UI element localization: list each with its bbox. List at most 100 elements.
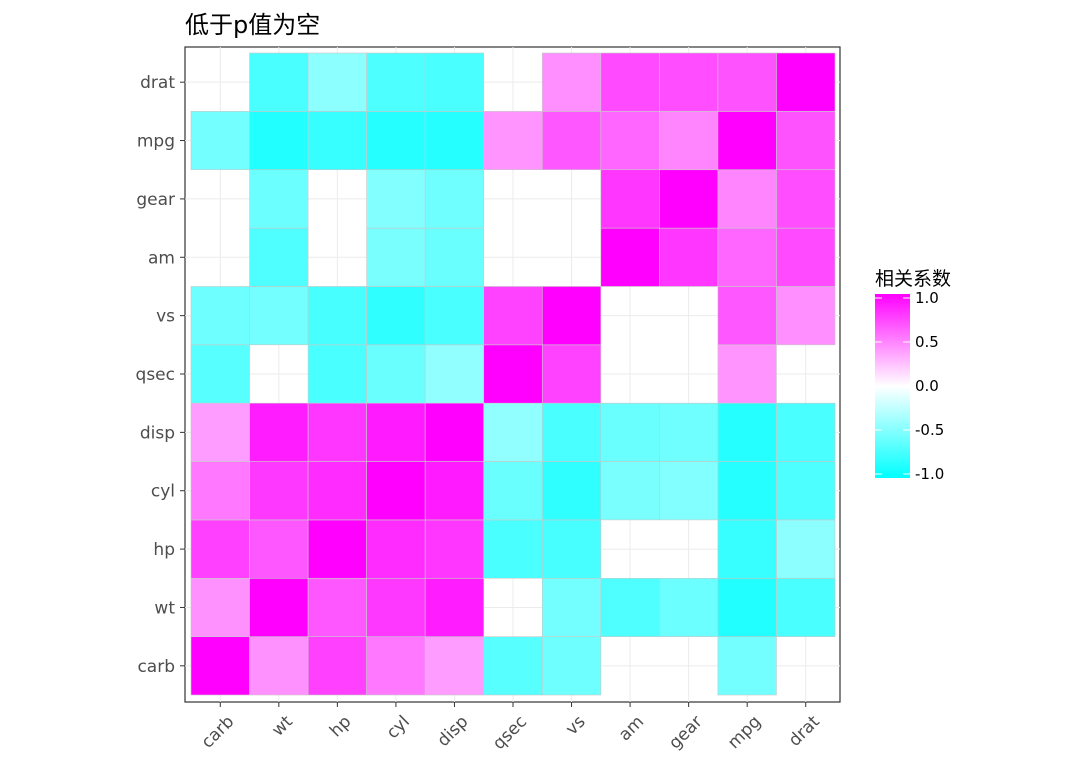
x-tick-label: wt <box>268 712 297 741</box>
heat-cell <box>541 344 602 404</box>
heat-cell <box>249 52 309 112</box>
legend-tick-label: -1.0 <box>915 465 944 483</box>
legend-tick-label: 0.0 <box>915 377 939 395</box>
heat-cell <box>659 52 719 112</box>
heat-cell <box>424 402 485 462</box>
heat-cell <box>249 227 309 287</box>
y-tick-label: vs <box>156 307 175 327</box>
heat-cell <box>366 227 426 287</box>
heat-cell <box>366 52 426 112</box>
heat-cell <box>424 461 485 521</box>
heat-cell <box>717 636 777 696</box>
heat-cell <box>776 52 836 112</box>
heat-cell <box>307 344 367 404</box>
heat-cell <box>541 402 602 462</box>
heat-cell <box>541 636 602 696</box>
y-tick-label: cyl <box>151 482 175 502</box>
heat-cell <box>424 286 485 346</box>
heat-cell <box>717 577 777 637</box>
heat-cell <box>717 286 777 346</box>
y-tick-label: am <box>148 248 175 268</box>
legend-tick-label: -0.5 <box>915 421 944 439</box>
heat-cell <box>307 286 367 346</box>
heat-cell <box>659 577 719 637</box>
heat-cell <box>307 111 367 171</box>
legend-title: 相关系数 <box>875 268 951 290</box>
y-tick-label: wt <box>154 598 175 618</box>
y-tick-label: hp <box>153 540 175 560</box>
heat-cell <box>190 402 250 462</box>
heat-cell <box>717 111 777 171</box>
heat-cell <box>307 52 367 112</box>
chart-title: 低于p值为空 <box>185 11 320 39</box>
heat-cell <box>600 111 660 171</box>
heat-cell <box>776 286 836 346</box>
x-tick-label: am <box>615 712 648 745</box>
x-tick-label: disp <box>433 712 472 751</box>
heat-cell <box>249 636 309 696</box>
heat-cell <box>717 344 777 404</box>
heat-cell <box>249 519 309 579</box>
heat-cell <box>717 169 777 229</box>
heat-cell <box>366 344 426 404</box>
heat-cell <box>307 519 367 579</box>
heat-cell <box>717 519 777 579</box>
heat-cell <box>600 227 660 287</box>
heat-cell <box>424 227 485 287</box>
y-tick-label: drat <box>140 73 175 93</box>
heat-cell <box>424 111 485 171</box>
heat-cell <box>424 169 485 229</box>
heat-cell <box>366 577 426 637</box>
heat-cell <box>366 519 426 579</box>
heat-cell <box>483 286 543 346</box>
heat-cell <box>190 111 250 171</box>
x-tick-label: gear <box>665 712 706 753</box>
x-tick-label: qsec <box>489 712 531 754</box>
y-tick-label: disp <box>140 423 175 443</box>
heat-cell <box>190 344 250 404</box>
heat-cell <box>717 227 777 287</box>
heat-cell <box>541 111 602 171</box>
heat-cell <box>541 286 602 346</box>
heat-cell <box>483 519 543 579</box>
heat-cell <box>659 461 719 521</box>
heat-cell <box>366 461 426 521</box>
heat-cell <box>190 286 250 346</box>
heat-cell <box>424 344 485 404</box>
heat-cell <box>249 577 309 637</box>
heat-cell <box>659 169 719 229</box>
heat-cell <box>600 577 660 637</box>
heat-cell <box>600 461 660 521</box>
heat-cell <box>366 111 426 171</box>
heat-cell <box>366 402 426 462</box>
heat-cell <box>659 402 719 462</box>
heat-cell <box>600 169 660 229</box>
heat-cell <box>717 402 777 462</box>
heat-cell <box>541 577 602 637</box>
heat-cell <box>717 461 777 521</box>
heat-cell <box>541 52 602 112</box>
heat-cell <box>659 111 719 171</box>
heat-cell <box>600 52 660 112</box>
heat-cell <box>776 227 836 287</box>
heat-cell <box>776 402 836 462</box>
x-tick-label: cyl <box>383 712 414 743</box>
heat-cell <box>776 111 836 171</box>
heat-cell <box>249 461 309 521</box>
y-tick-label: mpg <box>137 132 175 152</box>
heat-cell <box>424 52 485 112</box>
heat-cell <box>366 636 426 696</box>
heat-cell <box>190 577 250 637</box>
heat-cell <box>190 636 250 696</box>
x-tick-label: carb <box>198 712 239 753</box>
heat-cell <box>190 519 250 579</box>
y-tick-label: carb <box>137 657 175 677</box>
y-tick-label: qsec <box>136 365 175 385</box>
heat-cell <box>483 111 543 171</box>
heat-cell <box>541 461 602 521</box>
heat-cell <box>483 461 543 521</box>
heat-cell <box>249 286 309 346</box>
heat-cell <box>366 169 426 229</box>
heat-cell <box>249 402 309 462</box>
